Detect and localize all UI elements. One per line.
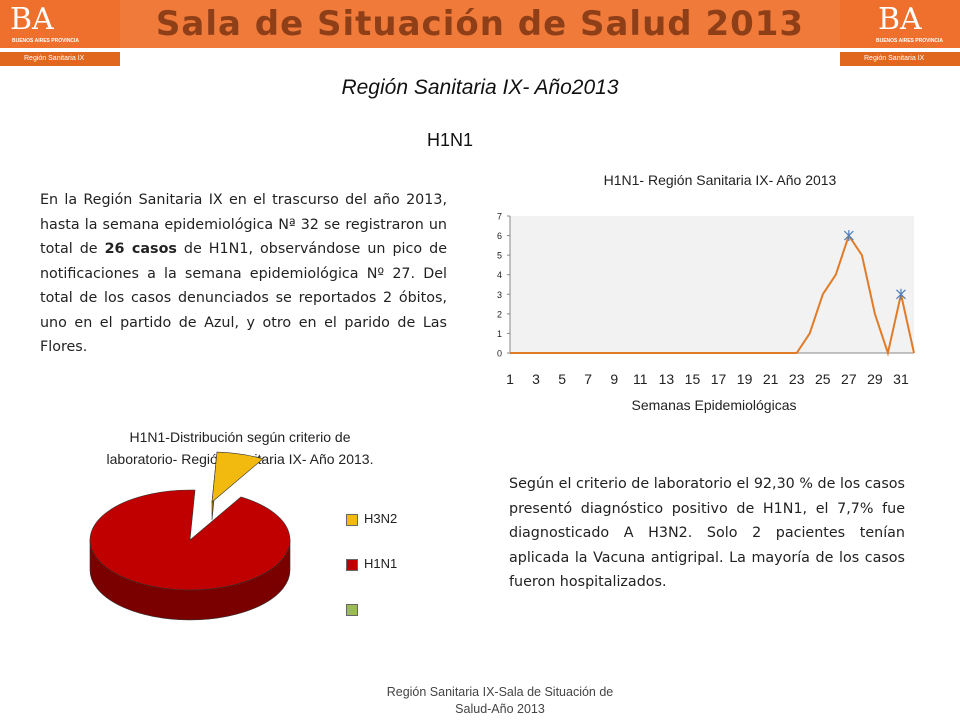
marker-stroke xyxy=(896,289,906,300)
legend-item-blank xyxy=(346,601,364,616)
x-tick-label: 9 xyxy=(610,371,618,387)
y-tick-label: 2 xyxy=(497,309,502,319)
logo-top-block xyxy=(0,0,120,48)
logo-ba-text: BA xyxy=(878,2,922,37)
y-tick-label: 7 xyxy=(497,212,502,222)
legend-swatch-h3n2 xyxy=(346,513,358,526)
summary-text-part1: En la Región Sanitaria IX en el trascurs… xyxy=(40,192,447,257)
data-point-marker xyxy=(896,288,906,300)
line-chart-title: H1N1- Región Sanitaria IX- Año 2013 xyxy=(603,172,837,188)
pie-chart-title: H1N1-Distribución según criterio de labo… xyxy=(40,426,440,470)
series-line-h1n1 xyxy=(510,233,915,357)
legend-label-h1n1: H1N1 xyxy=(364,556,398,571)
legend-item-h1n1: H1N1 xyxy=(346,556,397,571)
x-tick-label: 23 xyxy=(789,371,805,387)
x-tick-label: 31 xyxy=(893,371,909,387)
x-axis-label: Semanas Epidemiológicas xyxy=(632,397,797,413)
summary-case-count: 26 casos xyxy=(104,241,177,257)
y-tick-label: 3 xyxy=(497,290,502,300)
x-tick-label: 3 xyxy=(532,371,540,387)
y-tick-label: 6 xyxy=(497,231,502,241)
x-tick-label: 13 xyxy=(659,371,675,387)
marker-stroke xyxy=(896,289,906,300)
lab-criteria-paragraph: Según el criterio de laboratorio el 92,3… xyxy=(509,476,905,590)
data-point-marker xyxy=(843,230,854,242)
pie-slice-h1n1 xyxy=(89,489,291,591)
pie-title-line1: H1N1-Distribución según criterio de xyxy=(129,429,351,445)
summary-text-part2: de H1N1, observándose un pico de notific… xyxy=(40,241,447,355)
y-tick-label: 1 xyxy=(497,329,502,339)
y-tick-label: 0 xyxy=(497,349,502,359)
x-tick-label: 1 xyxy=(506,371,514,387)
x-tick-label: 17 xyxy=(711,371,727,387)
marker-stroke xyxy=(843,230,854,241)
logo-province-text: BUENOS AIRES PROVINCIA xyxy=(876,38,944,44)
ba-logo-left: BA BUENOS AIRES PROVINCIA Región Sanitar… xyxy=(0,0,120,68)
ba-logo-right: BA BUENOS AIRES PROVINCIA Región Sanitar… xyxy=(840,0,960,68)
pie-slice-side xyxy=(89,539,291,621)
page-subtitle: Región Sanitaria IX- Año2013 xyxy=(341,76,619,99)
plot-area xyxy=(510,216,914,353)
x-tick-label: 11 xyxy=(633,371,648,387)
x-tick-label: 27 xyxy=(841,371,857,387)
logo-top-block xyxy=(840,0,960,48)
x-tick-label: 25 xyxy=(815,371,831,387)
pie-title-line2: laboratorio- Región Sanitaria IX- Año 20… xyxy=(106,451,374,467)
marker-stroke xyxy=(843,230,854,241)
x-tick-label: 21 xyxy=(763,371,779,387)
logo-province-text: BUENOS AIRES PROVINCIA xyxy=(12,38,80,44)
header-banner xyxy=(0,0,960,48)
x-tick-label: 5 xyxy=(558,371,566,387)
legend-swatch-blank xyxy=(346,603,358,616)
banner-title: Sala de Situación de Salud 2013 xyxy=(155,4,805,44)
legend-label-h3n2: H3N2 xyxy=(364,511,398,526)
x-tick-label: 19 xyxy=(737,371,753,387)
y-tick-label: 5 xyxy=(497,251,502,261)
page-footer: Región Sanitaria IX-Sala de Situación de… xyxy=(360,684,640,718)
summary-paragraph: En la Región Sanitaria IX en el trascurs… xyxy=(40,188,447,360)
legend-swatch-h1n1 xyxy=(346,558,358,571)
y-tick-label: 4 xyxy=(497,270,502,280)
logo-ba-text: BA xyxy=(10,2,54,37)
footer-line1: Región Sanitaria IX-Sala de Situación de xyxy=(386,685,614,699)
footer-line2: Salud-Año 2013 xyxy=(455,702,545,716)
logo-region-text: Región Sanitaria IX xyxy=(0,52,120,66)
x-tick-label: 15 xyxy=(685,371,701,387)
section-title: H1N1 xyxy=(426,130,474,150)
x-tick-label: 7 xyxy=(584,371,592,387)
logo-region-text: Región Sanitaria IX xyxy=(840,52,960,66)
x-tick-label: 29 xyxy=(867,371,883,387)
legend-item-h3n2: H3N2 xyxy=(346,511,397,526)
